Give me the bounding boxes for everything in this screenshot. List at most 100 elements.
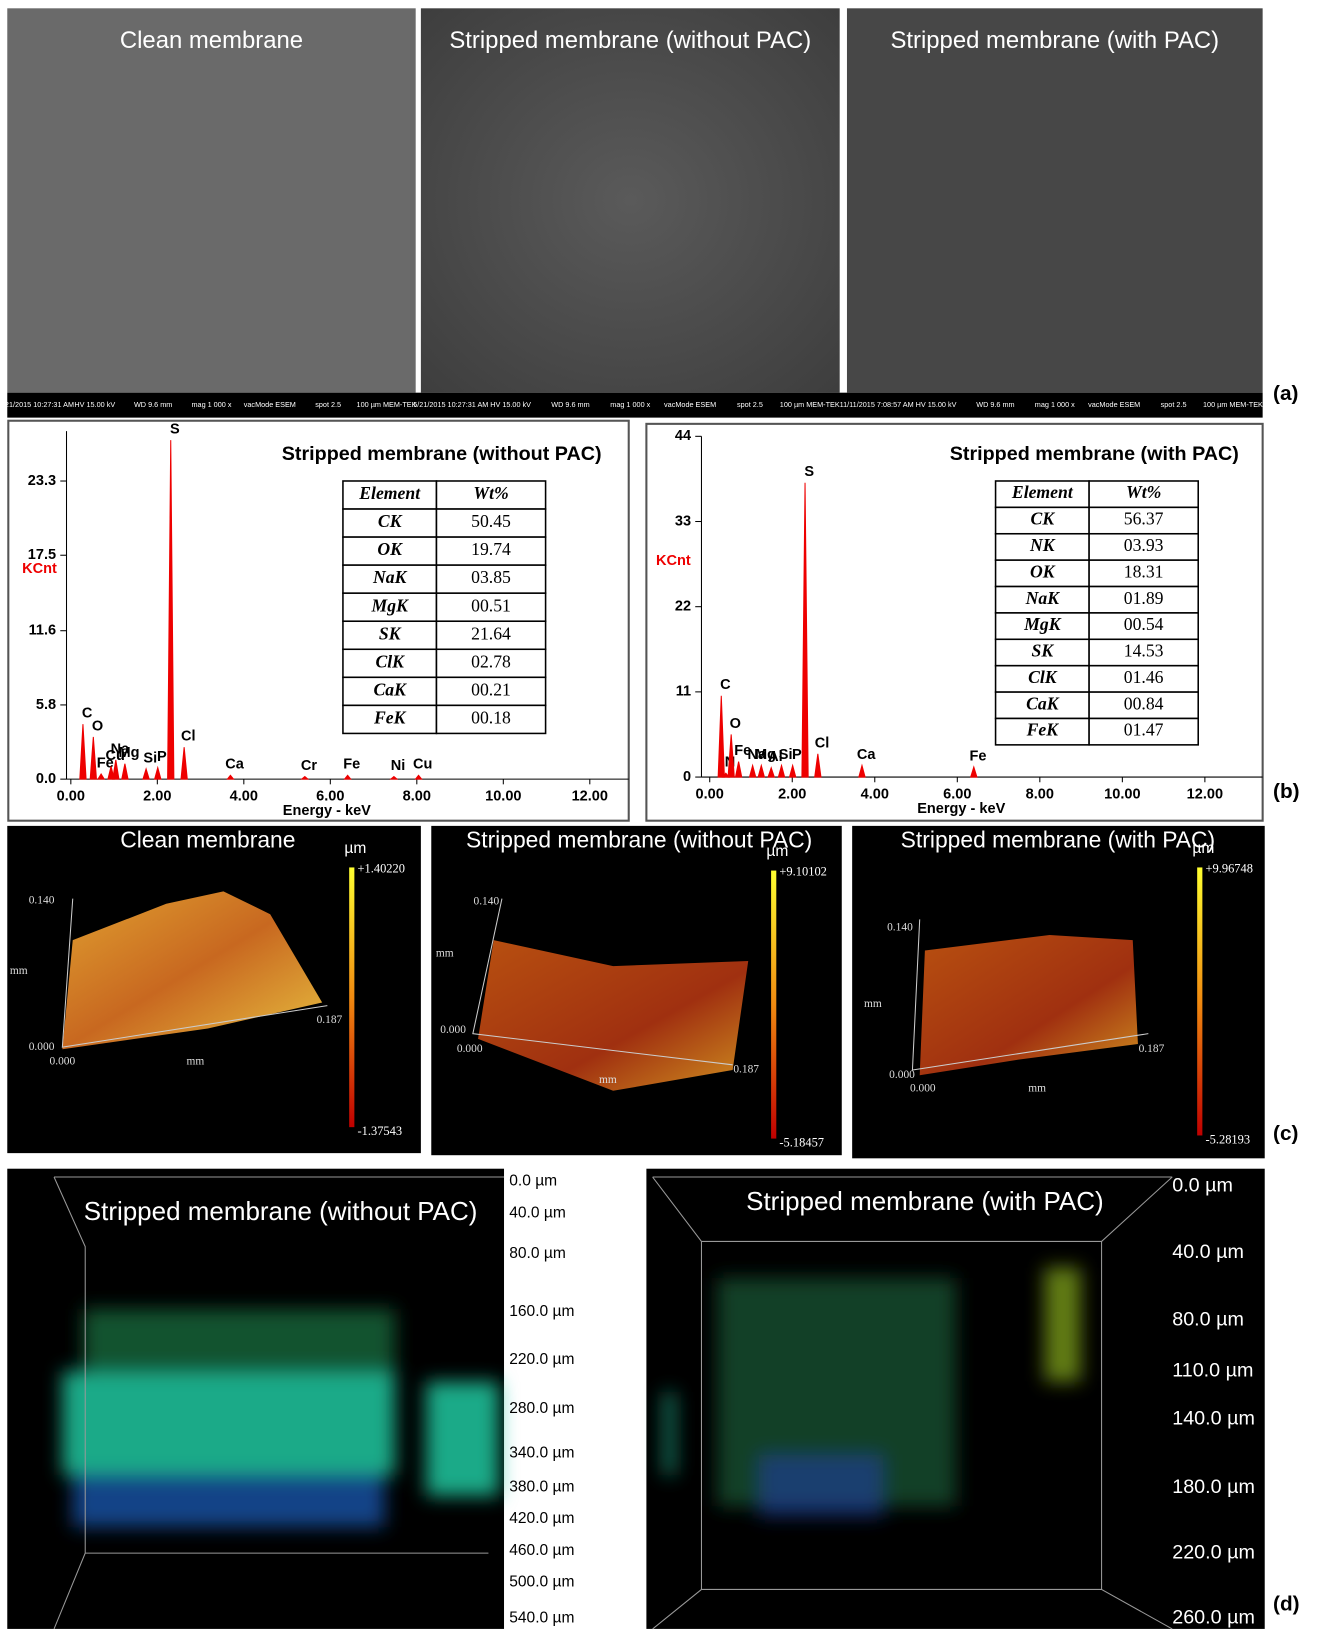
peak-label: Fe (969, 748, 986, 764)
depth-label: 110.0 µm (1172, 1360, 1253, 1382)
table-cell (1088, 480, 1199, 509)
table-cell (342, 704, 438, 735)
peak-label: Cl (181, 729, 196, 745)
depth-label: 180.0 µm (1172, 1476, 1255, 1498)
table-cell (1088, 506, 1199, 535)
table-text: ClK (1028, 667, 1058, 687)
color-bar-max: +1.40220 (357, 861, 405, 875)
x-axis-label: Energy - keV (917, 801, 1005, 817)
x-tick-label: 2.00 (778, 787, 806, 803)
peak-label: P (792, 747, 802, 763)
depth-label: 40.0 µm (509, 1204, 566, 1221)
footer-text: 11/11/2015 7:08:57 AM (840, 400, 914, 409)
table-text: 02.78 (471, 651, 511, 671)
table-text: CaK (374, 679, 408, 699)
axis-label: 0.140 (29, 894, 55, 906)
y-axis-label: KCnt (656, 553, 691, 569)
box-outline (53, 1176, 1173, 1630)
peak (814, 753, 822, 778)
peak (343, 774, 352, 780)
axis-label: 0.000 (910, 1082, 936, 1094)
table-text: NaK (372, 567, 408, 587)
table-cell (435, 676, 547, 707)
table-text: 00.51 (471, 595, 511, 615)
depth-label: 140.0 µm (1172, 1407, 1255, 1429)
table-cell (435, 480, 547, 510)
peak (757, 763, 766, 778)
x-tick-label: 10.00 (1104, 787, 1140, 803)
table-cell (435, 564, 547, 594)
table-text: 56.37 (1124, 509, 1164, 529)
table-cell (1088, 585, 1199, 614)
peak (121, 763, 129, 780)
table-cell (435, 704, 547, 735)
sem-footer-bar (7, 392, 1263, 418)
depth-label: 260.0 µm (1172, 1607, 1255, 1629)
axis-label: 0.140 (474, 895, 500, 907)
table-text: 01.89 (1124, 588, 1164, 608)
peak (788, 763, 797, 778)
table-cell (994, 559, 1090, 588)
x-tick-label: 4.00 (230, 789, 258, 805)
y-tick-label: 11.6 (29, 623, 56, 639)
peak (79, 724, 87, 780)
peak (777, 763, 786, 778)
table-cell (342, 564, 438, 594)
color-bar-unit: µm (1192, 840, 1214, 857)
table-text: 01.46 (1124, 667, 1164, 687)
peak-label: Si (143, 750, 157, 766)
surface (62, 891, 323, 1050)
peak (767, 766, 776, 778)
table-text: FeK (373, 707, 407, 727)
footer-text: 100 µm MEM-TEK (1203, 400, 1263, 409)
table-cell (342, 620, 438, 651)
table-cell (342, 592, 438, 623)
footer-text: vacMode ESEM (244, 400, 296, 409)
panel-label: (b) (1273, 780, 1300, 803)
color-bar (771, 870, 777, 1139)
panel-label: (d) (1273, 1593, 1300, 1616)
axis-label: mm (186, 1055, 204, 1067)
chart-frame (7, 419, 630, 822)
peak (153, 765, 162, 780)
table-text: Wt% (473, 483, 508, 503)
image-title: Stripped membrane (with PAC) (890, 27, 1219, 54)
sem-image (420, 8, 840, 393)
table-text: 14.53 (1124, 641, 1164, 661)
axis-label: 0.187 (1139, 1043, 1165, 1055)
sem-image (7, 8, 416, 393)
peak (969, 765, 978, 778)
table-cell (994, 612, 1090, 641)
peak (97, 773, 106, 780)
table-text: NK (1029, 535, 1056, 555)
peak (112, 759, 120, 780)
table-text: CaK (1026, 693, 1060, 713)
footer-text: WD 9.6 mm (134, 400, 172, 409)
footer-text: HV 15.00 kV (490, 400, 531, 409)
chart-frame (645, 422, 1264, 822)
table-cell (994, 664, 1090, 693)
axis-label: 0.140 (887, 921, 913, 933)
table-cell (342, 536, 438, 566)
table-text: MgK (1023, 614, 1062, 634)
x-tick-label: 2.00 (143, 789, 171, 805)
peak-label: Fe (97, 755, 114, 771)
peak-label: Na (111, 741, 130, 757)
depth-label: 540.0 µm (509, 1610, 574, 1627)
peak-label: O (92, 718, 103, 734)
depth-label: 40.0 µm (1172, 1241, 1244, 1263)
depth-label: 0.0 µm (509, 1172, 557, 1189)
y-tick-label: 22 (675, 599, 691, 615)
peak (858, 763, 866, 778)
sem-image (846, 8, 1263, 393)
peak (727, 734, 735, 778)
table-text: 03.85 (471, 567, 511, 587)
view-title: Stripped membrane (with PAC) (901, 827, 1215, 853)
peak (801, 482, 809, 778)
y-axis-label: KCnt (22, 561, 57, 577)
peak-label: Cl (815, 735, 830, 751)
footer-text: 5/21/2015 10:27:31 AM (413, 400, 488, 409)
peak (734, 761, 743, 778)
stack-title: Stripped membrane (with PAC) (746, 1186, 1104, 1216)
